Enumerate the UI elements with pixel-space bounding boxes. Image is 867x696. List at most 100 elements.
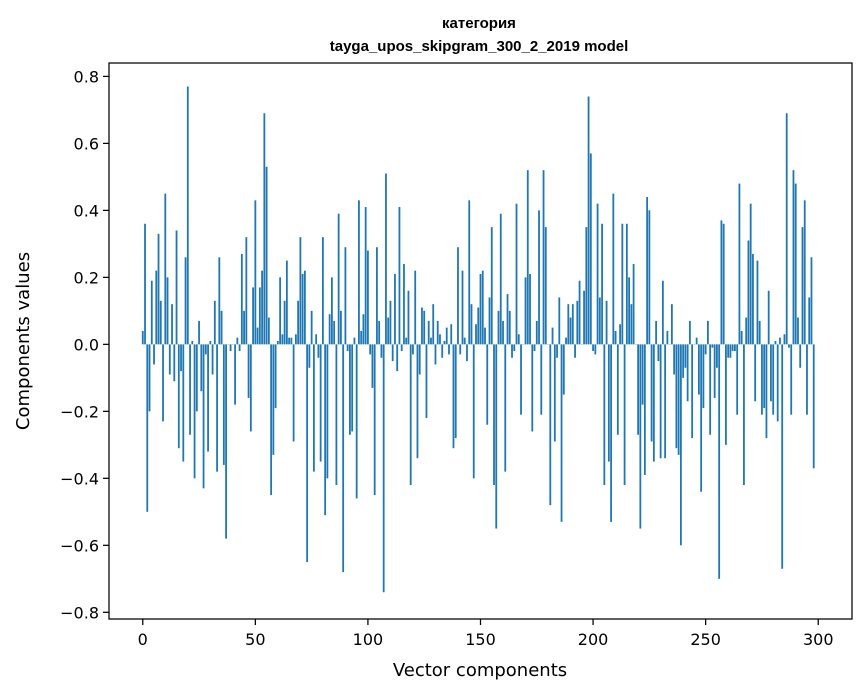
bar-37 — [225, 344, 227, 539]
bar-181 — [549, 344, 552, 506]
bar-110 — [389, 300, 392, 345]
bar-235 — [670, 304, 673, 345]
bar-3 — [148, 344, 151, 412]
bar-160 — [502, 320, 504, 345]
bar-83 — [328, 314, 331, 345]
bar-9 — [162, 344, 164, 422]
bar-207 — [607, 344, 610, 462]
bar-156 — [493, 344, 495, 486]
bar-138 — [452, 344, 455, 449]
bar-127 — [427, 320, 430, 345]
bar-65 — [288, 337, 291, 345]
x-tick-label-100: 100 — [353, 630, 384, 649]
bar-55 — [265, 166, 268, 345]
bar-227 — [652, 344, 655, 462]
bar-248 — [700, 344, 703, 492]
bar-149 — [477, 307, 480, 345]
bar-167 — [517, 334, 520, 345]
bar-49 — [252, 287, 254, 345]
bar-133 — [441, 344, 444, 358]
bar-79 — [319, 344, 322, 462]
bar-250 — [704, 344, 707, 355]
bar-15 — [175, 230, 178, 345]
bar-157 — [495, 344, 498, 529]
bar-159 — [499, 213, 502, 345]
y-tick-label-1: −0.6 — [60, 536, 99, 555]
bar-170 — [524, 277, 527, 345]
bar-279 — [770, 344, 772, 402]
bar-4 — [150, 280, 153, 345]
y-tick-label-7: 0.6 — [74, 134, 99, 153]
bar-210 — [614, 330, 617, 345]
bar-220 — [637, 344, 640, 435]
bar-95 — [355, 344, 358, 499]
bar-147 — [472, 344, 475, 479]
bar-34 — [218, 257, 221, 345]
bar-23 — [193, 344, 196, 479]
bar-35 — [220, 310, 223, 345]
bar-216 — [628, 277, 630, 345]
bar-267 — [743, 344, 745, 486]
bar-238 — [677, 344, 680, 455]
plot-frame — [108, 62, 853, 620]
bar-228 — [655, 320, 658, 345]
bar-197 — [585, 227, 588, 345]
bar-298 — [812, 344, 815, 469]
bar-84 — [331, 277, 333, 345]
bar-199 — [589, 153, 592, 345]
bar-232 — [664, 344, 667, 459]
bar-120 — [412, 344, 414, 355]
bar-20 — [186, 86, 189, 345]
bar-290 — [794, 183, 797, 345]
bar-176 — [538, 210, 540, 345]
bar-292 — [799, 344, 802, 368]
bar-275 — [761, 344, 763, 415]
bar-57 — [270, 344, 273, 496]
bar-42 — [236, 337, 239, 345]
bar-283 — [779, 337, 781, 345]
bar-229 — [657, 344, 660, 362]
bar-141 — [459, 344, 462, 355]
bar-221 — [639, 344, 642, 529]
bar-242 — [686, 344, 689, 402]
bar-237 — [675, 344, 678, 449]
bar-247 — [698, 344, 700, 395]
bar-271 — [752, 253, 754, 345]
bar-289 — [792, 170, 795, 345]
bar-56 — [267, 317, 270, 345]
bar-158 — [497, 310, 500, 345]
bar-72 — [303, 270, 306, 345]
bar-90 — [344, 247, 347, 345]
bar-14 — [173, 344, 176, 382]
bar-252 — [709, 344, 712, 435]
bar-87 — [337, 213, 340, 345]
bar-43 — [238, 344, 241, 352]
bar-119 — [409, 344, 412, 486]
bar-297 — [810, 257, 813, 345]
bar-184 — [556, 344, 558, 358]
bar-130 — [434, 344, 437, 365]
bar-93 — [351, 344, 354, 432]
bar-25 — [198, 320, 200, 345]
bar-61 — [279, 277, 282, 345]
bar-274 — [758, 320, 761, 345]
y-tick-label-4: 0.0 — [74, 335, 99, 354]
bar-86 — [335, 344, 338, 486]
bar-80 — [321, 237, 324, 345]
bar-286 — [785, 113, 788, 345]
bar-58 — [272, 344, 275, 455]
bar-136 — [448, 344, 450, 355]
bars-group — [141, 86, 815, 593]
bar-211 — [616, 344, 619, 435]
bar-132 — [439, 334, 441, 345]
bar-0 — [141, 330, 144, 345]
bar-50 — [254, 200, 257, 345]
bar-88 — [340, 310, 342, 345]
bar-191 — [571, 304, 574, 345]
bar-188 — [565, 337, 567, 345]
bar-251 — [707, 320, 709, 345]
bar-200 — [592, 344, 594, 352]
bar-194 — [578, 280, 581, 345]
bar-85 — [333, 320, 336, 345]
bar-98 — [362, 314, 365, 345]
